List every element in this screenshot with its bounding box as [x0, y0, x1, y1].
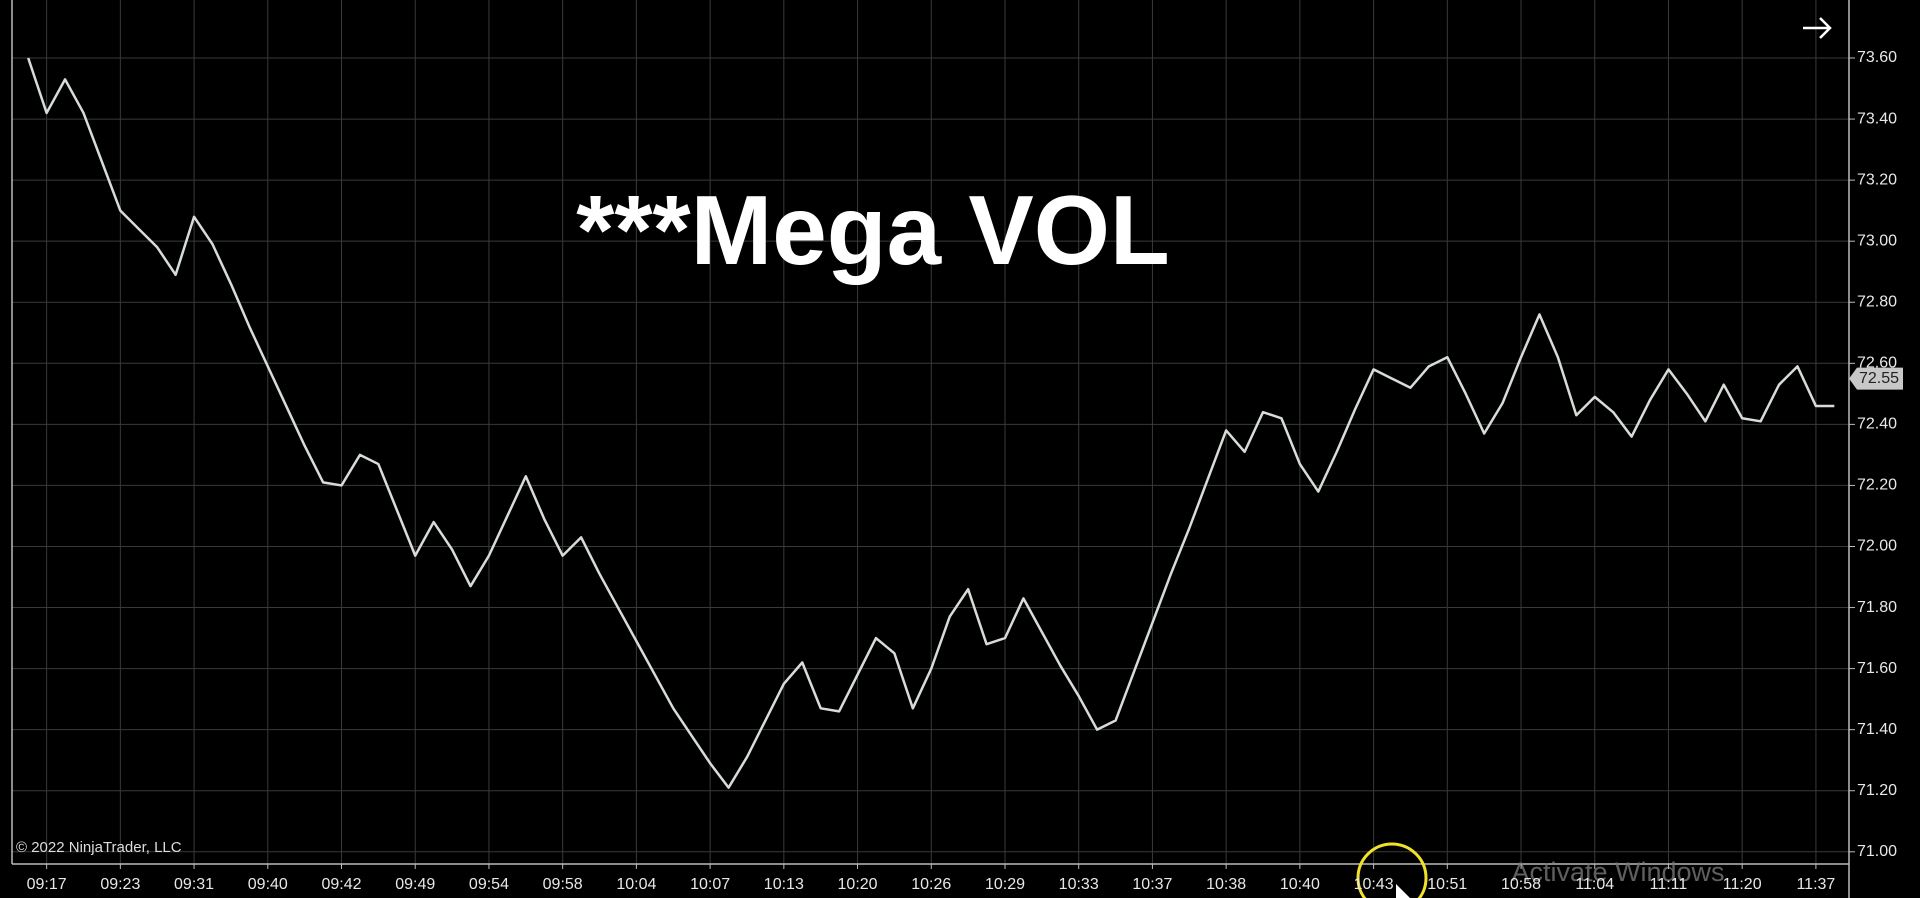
x-tick-label: 10:20	[838, 876, 878, 893]
x-tick-label: 10:13	[764, 876, 804, 893]
x-tick-label: 09:49	[395, 876, 435, 893]
y-tick-label: 71.40	[1857, 721, 1897, 738]
price-line	[27, 57, 1835, 789]
x-tick-label: 10:29	[985, 876, 1025, 893]
y-tick-label: 72.80	[1857, 293, 1897, 310]
x-tick-label: 09:58	[543, 876, 583, 893]
x-tick-label: 09:42	[321, 876, 361, 893]
y-tick-label: 73.40	[1857, 110, 1897, 127]
y-tick-label: 72.40	[1857, 416, 1897, 433]
x-tick-label: 10:40	[1280, 876, 1320, 893]
y-tick-label: 71.00	[1857, 843, 1897, 860]
cursor-highlight	[1356, 842, 1428, 898]
x-tick-label: 10:26	[911, 876, 951, 893]
x-tick-label: 10:37	[1132, 876, 1172, 893]
y-tick-label: 71.80	[1857, 599, 1897, 616]
x-tick-label: 11:37	[1796, 876, 1835, 893]
x-tick-label: 10:38	[1206, 876, 1246, 893]
marks	[27, 57, 1835, 789]
last-price-box	[1849, 367, 1903, 390]
y-tick-label: 72.60	[1857, 355, 1897, 372]
last-price-label: 72.55	[1859, 370, 1899, 387]
x-tick-label: 10:58	[1501, 876, 1541, 893]
mouse-cursor	[1396, 884, 1410, 898]
x-tick-label: 10:33	[1059, 876, 1099, 893]
watermark: Activate Windows	[1511, 857, 1724, 887]
y-tick-label: 73.00	[1857, 232, 1897, 249]
y-tick-label: 73.60	[1857, 49, 1897, 66]
x-tick-label: 09:31	[174, 876, 214, 893]
expand-arrow[interactable]	[1803, 17, 1832, 39]
y-tick-label: 72.00	[1857, 538, 1897, 555]
x-tick-label: 09:54	[469, 876, 509, 893]
x-tick-label: 11:20	[1723, 876, 1762, 893]
x-tick-label: 10:04	[616, 876, 656, 893]
copyright: © 2022 NinjaTrader, LLC	[16, 839, 182, 856]
x-tick-label: 11:04	[1575, 876, 1614, 893]
x-tick-label: 11:11	[1650, 876, 1688, 893]
x-tick-label: 10:07	[690, 876, 730, 893]
x-tick-label: 10:43	[1354, 876, 1394, 893]
y-tick-label: 71.20	[1857, 782, 1897, 799]
y-tick-label: 72.20	[1857, 477, 1897, 494]
grid	[12, 0, 1849, 864]
x-tick-label: 09:17	[27, 876, 67, 893]
y-tick-label: 73.20	[1857, 171, 1897, 188]
x-tick-label: 09:40	[248, 876, 288, 893]
y-tick-label: 71.60	[1857, 660, 1897, 677]
x-tick-label: 09:23	[100, 876, 140, 893]
chart-title: ***Mega VOL	[576, 175, 1170, 285]
x-tick-label: 10:51	[1427, 876, 1467, 893]
